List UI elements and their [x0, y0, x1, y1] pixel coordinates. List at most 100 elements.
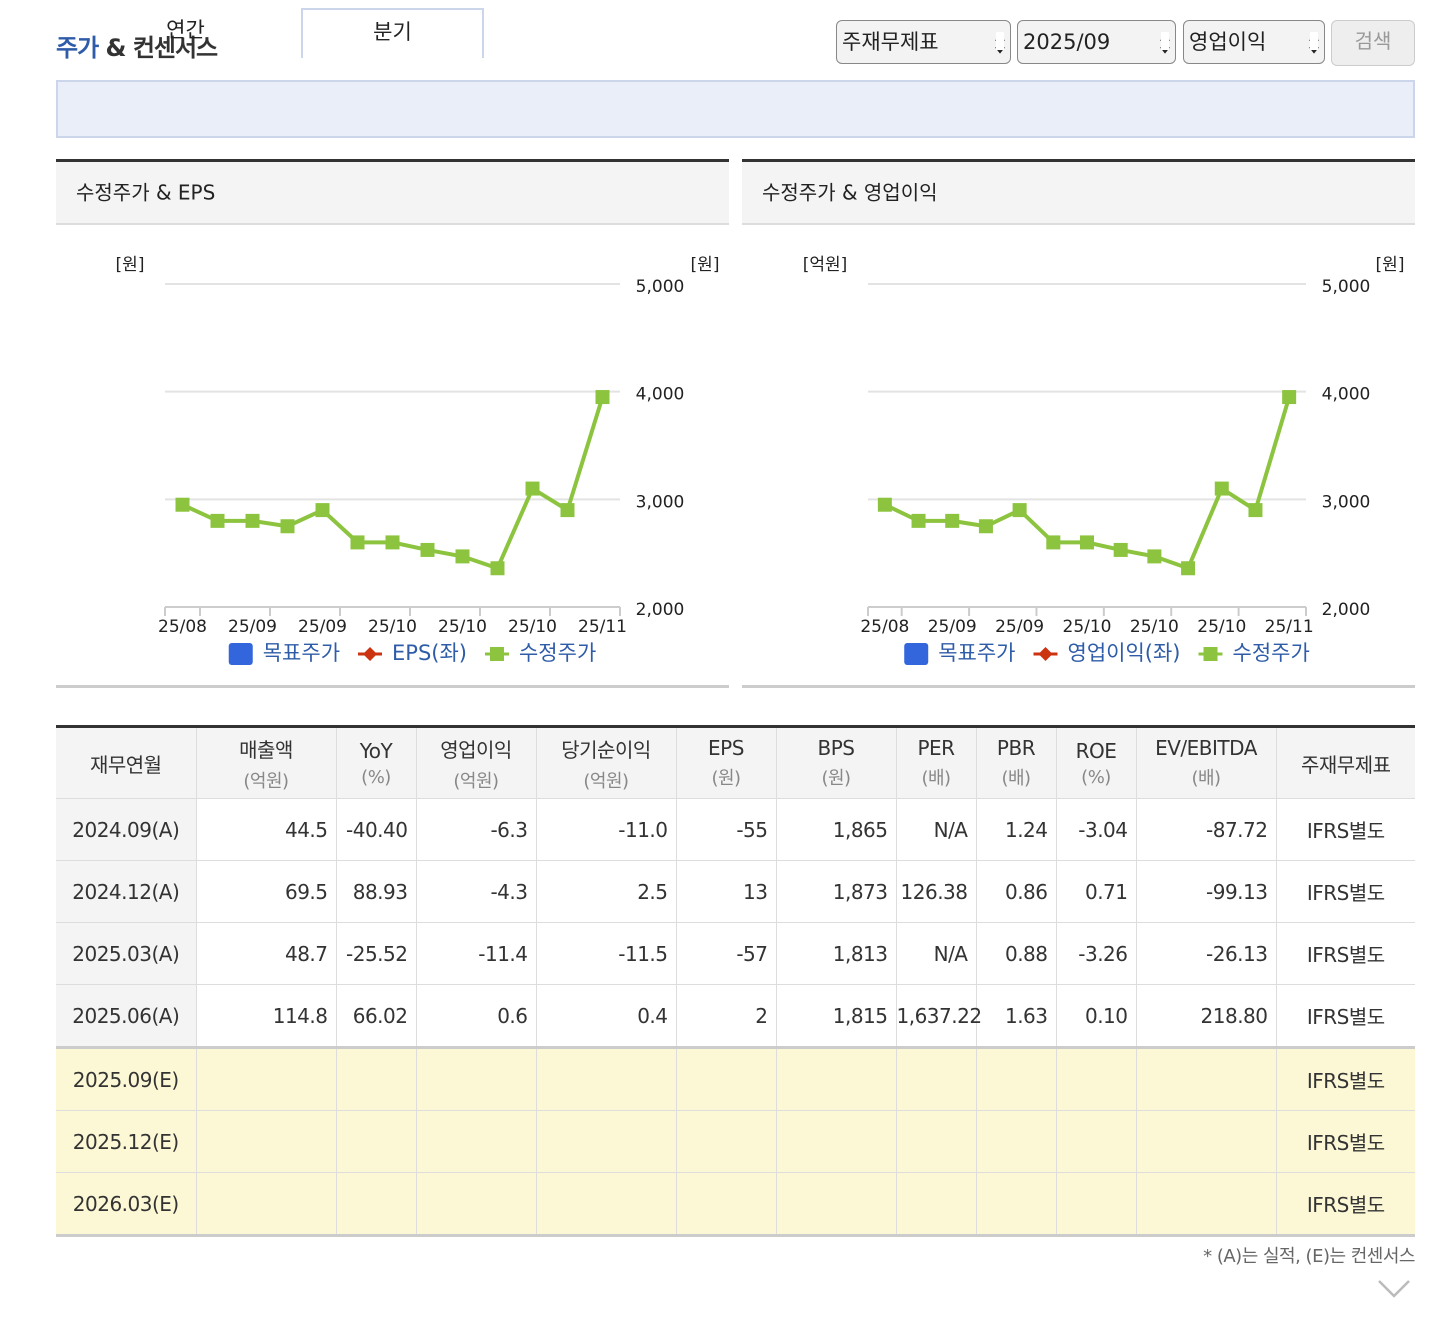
cell: IFRS별도 [1275, 1046, 1415, 1111]
cell: -25.52 [335, 922, 417, 985]
tab-active[interactable]: 분기 [301, 8, 484, 58]
x-tick-label: 25/10 [368, 617, 417, 637]
cell: -99.13 [1135, 860, 1277, 923]
arrows [995, 34, 1005, 54]
point [350, 535, 365, 550]
empty-cell [1055, 1172, 1137, 1236]
point [595, 390, 610, 405]
cell: IFRS별도 [1275, 984, 1415, 1048]
x-tick-label: 25/08 [158, 617, 207, 637]
legend-marker [228, 643, 253, 665]
header-unit: (원) [821, 768, 851, 789]
header-name: PBR [996, 736, 1036, 760]
cell: 0.86 [975, 860, 1057, 923]
cell: 2025.12(E) [56, 1110, 197, 1173]
point [560, 503, 575, 518]
x-tick-label: 25/10 [1197, 617, 1246, 637]
cell: -40.40 [335, 798, 417, 861]
point [1214, 481, 1229, 496]
cell: -26.13 [1135, 922, 1277, 985]
header-unit: (억원) [583, 770, 629, 792]
cell: 1,637.22 [895, 984, 982, 1048]
cell: -4.3 [415, 860, 537, 923]
empty-cell [335, 1046, 417, 1111]
point [1113, 542, 1128, 557]
y2-tick-label: 3,000 [636, 492, 685, 512]
tab-bar [56, 80, 1415, 138]
empty-cell [535, 1046, 677, 1111]
point [1046, 535, 1061, 550]
cell: 1,815 [775, 984, 897, 1048]
legend-marker [904, 643, 929, 665]
select[interactable]: 주재무제표 [836, 20, 1011, 64]
header-unit: (억원) [453, 770, 499, 792]
select[interactable]: 영업이익 [1183, 20, 1325, 64]
empty-cell [975, 1172, 1057, 1236]
x-tick-label: 25/11 [578, 617, 627, 637]
point [420, 542, 435, 557]
empty-cell [895, 1110, 977, 1173]
point [385, 535, 400, 550]
select-text: 주재무제표 [842, 30, 939, 54]
header-name: EV/EBITDA [1155, 736, 1257, 760]
cell: -3.26 [1055, 922, 1137, 985]
cell: -57 [675, 922, 777, 985]
cell: IFRS별도 [1275, 860, 1415, 923]
y2-tick-label: 5,000 [1322, 277, 1371, 297]
header-cell: PBR (배) [975, 726, 1057, 799]
tab[interactable]: 연간 [166, 18, 205, 42]
legend-marker [363, 647, 378, 661]
panel-top-border [742, 159, 1415, 162]
panel-header [742, 162, 1415, 224]
header-cell: EPS (원) [675, 726, 777, 799]
legend-label: EPS(좌) [392, 641, 467, 665]
cell: 2025.03(A) [56, 922, 197, 985]
cell: 1,873 [775, 860, 897, 923]
table-row: 2024.09(A) 44.5 -40.40 -6.3 -11.0 -55 1,865 N/A… [56, 798, 1415, 861]
table-row: 2025.09(E) IFRS별도 [56, 1046, 1415, 1111]
empty-cell [895, 1172, 977, 1236]
cell: 2 [675, 984, 777, 1048]
cell: 1.63 [975, 984, 1057, 1048]
header-unit: (배) [921, 768, 951, 789]
x-tick-label: 25/10 [508, 617, 557, 637]
chart-title: 수정주가 & 영업이익 [762, 181, 938, 205]
empty-cell [675, 1172, 777, 1236]
point [1147, 549, 1162, 564]
cell: 126.38 [895, 860, 977, 923]
header-unit: (%) [1081, 766, 1111, 788]
empty-cell [535, 1172, 677, 1236]
point [455, 549, 470, 564]
cell: 44.5 [195, 798, 337, 861]
empty-cell [415, 1172, 537, 1236]
empty-cell [1055, 1110, 1137, 1173]
header-name: EPS [708, 736, 744, 760]
select[interactable]: 2025/09 [1017, 20, 1176, 64]
cell: 1,865 [775, 798, 897, 861]
arrows [1160, 34, 1170, 54]
expand-chevron[interactable] [1376, 1278, 1412, 1300]
chart: 수정주가 & 영업이익 [억원] [원] 2,000 3,000 4,000 5,000 25… [742, 159, 1415, 688]
legend: 목표주가 영업이익(좌) 수정주가 [904, 641, 1310, 665]
cell: -11.5 [535, 922, 677, 985]
point [945, 513, 960, 528]
legend: 목표주가 EPS(좌) 수정주가 [228, 641, 596, 665]
cell: 218.80 [1135, 984, 1277, 1048]
cell: -87.72 [1135, 798, 1277, 861]
chart-panel: 수정주가 & 영업이익 [억원] [원] 2,000 3,000 4,000 5,000 25… [742, 159, 1415, 689]
title-highlight: 주가 [56, 34, 99, 62]
header-unit: (배) [1191, 768, 1221, 789]
point [245, 513, 260, 528]
header-name: 당기순이익 [561, 737, 651, 762]
point [280, 519, 295, 534]
header-unit: (억원) [243, 770, 289, 792]
header-cell: 당기순이익 (억원) [535, 726, 677, 799]
cell: 2026.03(E) [56, 1172, 197, 1236]
y2-axis-unit: [원] [691, 255, 720, 275]
empty-cell [415, 1110, 537, 1173]
y2-tick-label: 4,000 [636, 385, 685, 405]
header-name: 매출액 [239, 737, 293, 762]
table-row: 2024.12(A) 69.5 88.93 -4.3 2.5 13 1,873 126.38 0… [56, 860, 1415, 923]
search-button[interactable]: 검색 [1331, 20, 1415, 66]
